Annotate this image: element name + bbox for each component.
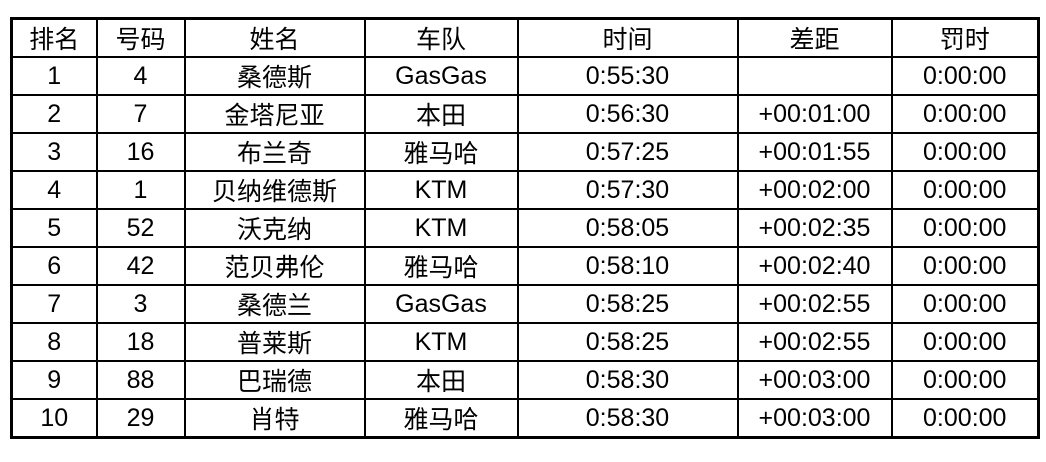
- cell-gap: +00:02:00: [736, 170, 893, 210]
- cell-number: 3: [95, 284, 186, 324]
- cell-time: 0:57:25: [516, 132, 739, 172]
- cell-penalty: 0:00:00: [890, 284, 1040, 324]
- table-row: 9 88 巴瑞德 本田 0:58:30 +00:03:00 0:00:00: [10, 360, 1040, 400]
- table-row: 4 1 贝纳维德斯 KTM 0:57:30 +00:02:00 0:00:00: [10, 170, 1040, 210]
- cell-name: 桑德斯: [183, 56, 366, 96]
- cell-rank: 9: [10, 360, 98, 400]
- cell-number: 88: [95, 360, 186, 400]
- cell-gap: +00:02:40: [736, 246, 893, 286]
- cell-rank: 4: [10, 170, 98, 210]
- cell-time: 0:56:30: [516, 94, 739, 134]
- cell-penalty: 0:00:00: [890, 170, 1040, 210]
- cell-number: 16: [95, 132, 186, 172]
- cell-team: 本田: [363, 360, 519, 400]
- cell-time: 0:58:25: [516, 322, 739, 362]
- cell-rank: 6: [10, 246, 98, 286]
- results-table: 排名 号码 姓名 车队 时间 差距 罚时 1 4 桑德斯 GasGas 0:55:30 0…: [10, 17, 1040, 439]
- cell-name: 桑德兰: [183, 284, 366, 324]
- cell-gap: +00:03:00: [736, 360, 893, 400]
- table-row: 6 42 范贝弗伦 雅马哈 0:58:10 +00:02:40 0:00:00: [10, 246, 1040, 286]
- cell-time: 0:57:30: [516, 170, 739, 210]
- results-table-body: 1 4 桑德斯 GasGas 0:55:30 0:00:00 2 7 金塔尼亚 本田 0:56:30…: [10, 56, 1040, 439]
- cell-penalty: 0:00:00: [890, 208, 1040, 248]
- cell-name: 普莱斯: [183, 322, 366, 362]
- table-row: 5 52 沃克纳 KTM 0:58:05 +00:02:35 0:00:00: [10, 208, 1040, 248]
- table-row: 10 29 肖特 雅马哈 0:58:30 +00:03:00 0:00:00: [10, 398, 1040, 439]
- header-cell-name: 姓名: [183, 17, 366, 58]
- header-cell-time: 时间: [516, 17, 739, 58]
- cell-time: 0:58:30: [516, 360, 739, 400]
- cell-number: 52: [95, 208, 186, 248]
- cell-team: 雅马哈: [363, 398, 519, 439]
- table-row: 8 18 普莱斯 KTM 0:58:25 +00:02:55 0:00:00: [10, 322, 1040, 362]
- cell-number: 29: [95, 398, 186, 439]
- table-row: 2 7 金塔尼亚 本田 0:56:30 +00:01:00 0:00:00: [10, 94, 1040, 134]
- cell-rank: 7: [10, 284, 98, 324]
- table-row: 1 4 桑德斯 GasGas 0:55:30 0:00:00: [10, 56, 1040, 96]
- cell-number: 1: [95, 170, 186, 210]
- cell-name: 沃克纳: [183, 208, 366, 248]
- cell-number: 7: [95, 94, 186, 134]
- cell-rank: 5: [10, 208, 98, 248]
- cell-team: 本田: [363, 94, 519, 134]
- cell-rank: 1: [10, 56, 98, 96]
- cell-time: 0:58:30: [516, 398, 739, 439]
- cell-time: 0:58:25: [516, 284, 739, 324]
- cell-penalty: 0:00:00: [890, 94, 1040, 134]
- header-cell-team: 车队: [363, 17, 519, 58]
- cell-penalty: 0:00:00: [890, 246, 1040, 286]
- cell-gap: +00:02:35: [736, 208, 893, 248]
- cell-penalty: 0:00:00: [890, 56, 1040, 96]
- header-cell-penalty: 罚时: [890, 17, 1040, 58]
- table-row: 3 16 布兰奇 雅马哈 0:57:25 +00:01:55 0:00:00: [10, 132, 1040, 172]
- cell-penalty: 0:00:00: [890, 132, 1040, 172]
- table-row: 7 3 桑德兰 GasGas 0:58:25 +00:02:55 0:00:00: [10, 284, 1040, 324]
- cell-gap: +00:02:55: [736, 322, 893, 362]
- cell-gap: [736, 56, 893, 96]
- cell-name: 布兰奇: [183, 132, 366, 172]
- cell-name: 金塔尼亚: [183, 94, 366, 134]
- cell-gap: +00:01:55: [736, 132, 893, 172]
- header-row: 排名 号码 姓名 车队 时间 差距 罚时: [10, 17, 1040, 58]
- cell-rank: 8: [10, 322, 98, 362]
- cell-time: 0:55:30: [516, 56, 739, 96]
- cell-team: GasGas: [363, 56, 519, 96]
- cell-rank: 10: [10, 398, 98, 439]
- cell-name: 巴瑞德: [183, 360, 366, 400]
- cell-number: 18: [95, 322, 186, 362]
- header-cell-number: 号码: [95, 17, 186, 58]
- cell-team: KTM: [363, 170, 519, 210]
- cell-name: 贝纳维德斯: [183, 170, 366, 210]
- cell-penalty: 0:00:00: [890, 360, 1040, 400]
- cell-number: 42: [95, 246, 186, 286]
- cell-time: 0:58:05: [516, 208, 739, 248]
- cell-penalty: 0:00:00: [890, 398, 1040, 439]
- cell-penalty: 0:00:00: [890, 322, 1040, 362]
- cell-team: KTM: [363, 322, 519, 362]
- cell-team: KTM: [363, 208, 519, 248]
- cell-time: 0:58:10: [516, 246, 739, 286]
- cell-name: 范贝弗伦: [183, 246, 366, 286]
- header-cell-rank: 排名: [10, 17, 98, 58]
- cell-number: 4: [95, 56, 186, 96]
- cell-name: 肖特: [183, 398, 366, 439]
- cell-gap: +00:02:55: [736, 284, 893, 324]
- header-cell-gap: 差距: [736, 17, 893, 58]
- cell-team: 雅马哈: [363, 246, 519, 286]
- cell-rank: 2: [10, 94, 98, 134]
- cell-gap: +00:03:00: [736, 398, 893, 439]
- cell-rank: 3: [10, 132, 98, 172]
- cell-team: 雅马哈: [363, 132, 519, 172]
- cell-gap: +00:01:00: [736, 94, 893, 134]
- cell-team: GasGas: [363, 284, 519, 324]
